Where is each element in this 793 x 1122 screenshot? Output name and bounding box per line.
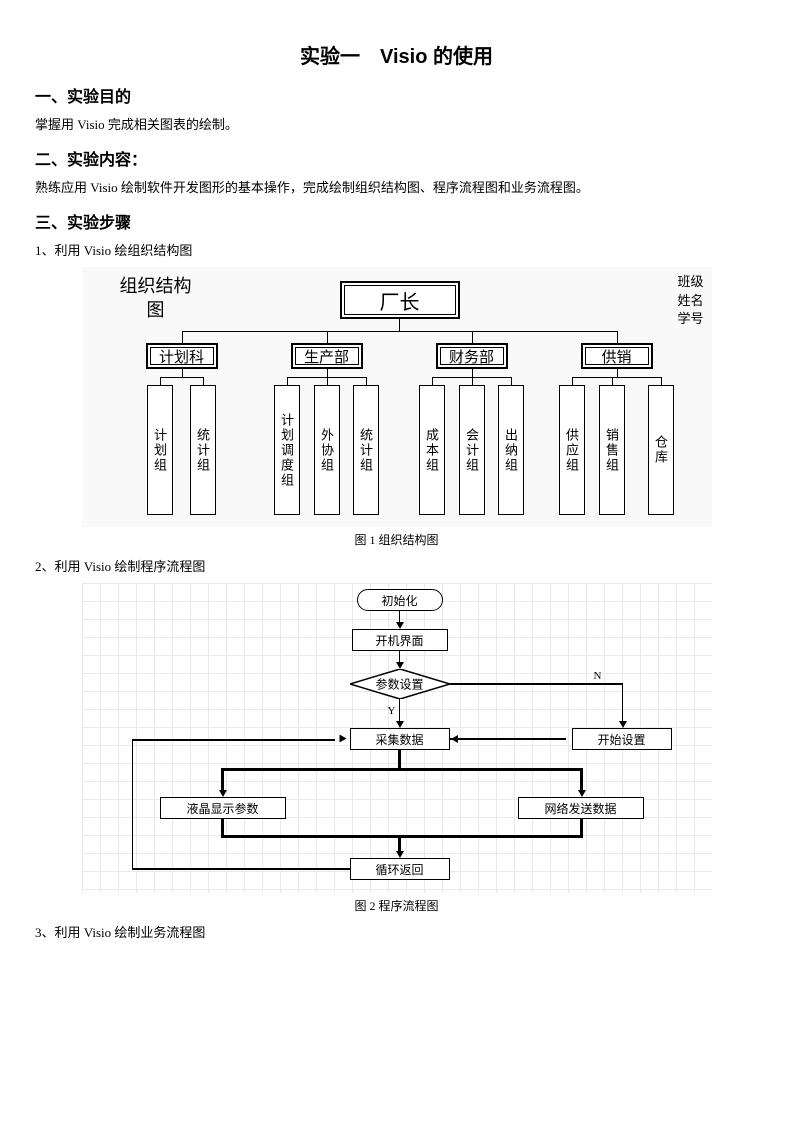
org-chart: 组织结构 图 班级 姓名 学号 厂长 计划科 生产部 财务部 供销 计划组 统计…	[82, 267, 712, 527]
section1-text: 掌握用 Visio 完成相关图表的绘制。	[35, 115, 758, 136]
org-corner-label: 班级 姓名 学号	[677, 273, 703, 328]
org-leaf-stat2: 统计组	[353, 385, 379, 515]
org-prod-dept: 生产部	[291, 343, 363, 369]
org-leaf-coop: 外协组	[314, 385, 340, 515]
org-leaf-supply: 供应组	[559, 385, 585, 515]
section3-heading: 三、实验步骤	[35, 209, 758, 233]
flow-splash: 开机界面	[352, 629, 448, 651]
org-leaf-cost: 成本组	[419, 385, 445, 515]
org-leaf-cash: 出纳组	[498, 385, 524, 515]
figure2-caption: 图 2 程序流程图	[35, 897, 758, 916]
step2-text: 2、利用 Visio 绘制程序流程图	[35, 557, 758, 578]
org-chart-title: 组织结构 图	[120, 275, 192, 322]
section2-text: 熟练应用 Visio 绘制软件开发图形的基本操作，完成绘制组织结构图、程序流程图…	[35, 178, 758, 199]
org-title-l2: 图	[147, 300, 165, 320]
step3-text: 3、利用 Visio 绘制业务流程图	[35, 923, 758, 944]
flow-param-label: 参数设置	[375, 676, 423, 693]
flow-n-label: N	[594, 670, 602, 682]
org-root: 厂长	[340, 281, 460, 319]
org-leaf-sched: 计划调度组	[274, 385, 300, 515]
flow-param-decision: 参数设置	[350, 669, 450, 699]
flowchart: 初始化 开机界面 参数设置 Y N 采集数据 开始设置 液晶显示参数 网络发送数…	[82, 583, 712, 893]
org-plan-dept: 计划科	[146, 343, 218, 369]
org-finance-dept: 财务部	[436, 343, 508, 369]
org-leaf-warehouse: 仓库	[648, 385, 674, 515]
org-title-l1: 组织结构	[120, 276, 192, 296]
flow-lcd: 液晶显示参数	[160, 797, 286, 819]
section2-heading: 二、实验内容：	[35, 146, 758, 170]
org-leaf-sales: 销售组	[599, 385, 625, 515]
page-title: 实验一 Visio 的使用	[35, 40, 758, 69]
section1-heading: 一、实验目的	[35, 83, 758, 107]
flow-init: 初始化	[357, 589, 443, 611]
flow-collect: 采集数据	[350, 728, 450, 750]
flow-net: 网络发送数据	[518, 797, 644, 819]
org-supply-dept: 供销	[581, 343, 653, 369]
org-leaf-plan: 计划组	[147, 385, 173, 515]
org-leaf-stat1: 统计组	[190, 385, 216, 515]
figure1-caption: 图 1 组织结构图	[35, 531, 758, 550]
flow-loop: 循环返回	[350, 858, 450, 880]
org-leaf-acct: 会计组	[459, 385, 485, 515]
flow-start-set: 开始设置	[572, 728, 672, 750]
flow-y-label: Y	[388, 705, 396, 717]
step1-text: 1、利用 Visio 绘组织结构图	[35, 241, 758, 262]
